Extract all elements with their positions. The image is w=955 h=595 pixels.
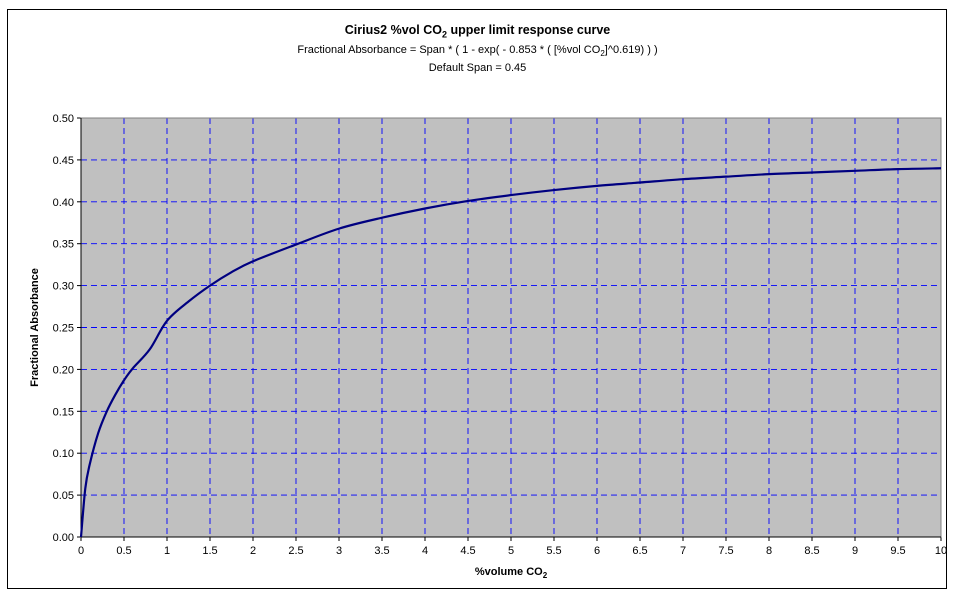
x-tick-label: 7 xyxy=(680,545,686,557)
x-tick-label: 7.5 xyxy=(718,545,733,557)
y-tick-label: 0.35 xyxy=(53,239,74,251)
y-tick-label: 0.15 xyxy=(53,406,74,418)
y-tick-label: 0.20 xyxy=(53,364,74,376)
x-tick-label: 0 xyxy=(78,545,84,557)
grid-lines xyxy=(81,118,941,537)
y-tick-label: 0.25 xyxy=(53,323,74,335)
x-tick-label: 1.5 xyxy=(202,545,217,557)
x-tick-label: 5.5 xyxy=(546,545,561,557)
x-tick-label: 4.5 xyxy=(460,545,475,557)
chart-titles: Cirius2 %vol CO2 upper limit response cu… xyxy=(0,22,955,76)
x-tick-label: 10 xyxy=(935,545,947,557)
x-tick-label: 3 xyxy=(336,545,342,557)
y-tick-label: 0.50 xyxy=(53,113,74,125)
y-axis-label: Fractional Absorbance xyxy=(29,268,41,387)
x-tick-label: 6.5 xyxy=(632,545,647,557)
x-tick-label: 2.5 xyxy=(288,545,303,557)
x-axis-label-prefix: %volume CO xyxy=(475,566,543,578)
x-axis-label-sub: 2 xyxy=(543,571,548,580)
x-tick-label: 8.5 xyxy=(804,545,819,557)
y-tick-label: 0.45 xyxy=(53,155,74,167)
x-tick-label: 5 xyxy=(508,545,514,557)
x-tick-label: 8 xyxy=(766,545,772,557)
y-tick-label: 0.00 xyxy=(53,532,74,544)
axes xyxy=(77,117,942,541)
chart-subtitle-sub: 2 xyxy=(600,48,605,58)
y-tick-label: 0.10 xyxy=(53,448,74,460)
y-tick-labels: 0.00 0.05 0.10 0.15 0.20 0.25 0.30 0.35 0.40 0.45… xyxy=(53,113,74,544)
chart-subtitle-prefix: Fractional Absorbance = Span * ( 1 - exp… xyxy=(297,43,601,56)
x-tick-label: 9.5 xyxy=(890,545,905,557)
chart-title-prefix: Cirius2 %vol CO xyxy=(344,23,442,37)
x-tick-label: 2 xyxy=(250,545,256,557)
chart-subtitle-2: Default Span = 0.45 xyxy=(428,61,527,74)
x-tick-label: 6 xyxy=(594,545,600,557)
x-tick-label: 4 xyxy=(422,545,428,557)
chart-title-sub: 2 xyxy=(441,29,447,40)
x-tick-label: 1 xyxy=(164,545,170,557)
chart-title-suffix: upper limit response curve xyxy=(447,23,611,37)
chart-subtitle: Fractional Absorbance = Span * ( 1 - exp… xyxy=(0,43,955,61)
x-tick-label: 3.5 xyxy=(374,545,389,557)
x-tick-labels: 0 0.5 1 1.5 2 2.5 3 3.5 4 4.5 5 5.5 6 6.5 7 7.5 8 8.5 9 9.5… xyxy=(78,545,947,557)
x-tick-label: 0.5 xyxy=(116,545,131,557)
x-tick-label: 9 xyxy=(852,545,858,557)
chart-subtitle-suffix: ]^0.619) ) ) xyxy=(604,43,658,56)
y-tick-label: 0.40 xyxy=(53,197,74,209)
series-line xyxy=(79,167,942,538)
chart-title: Cirius2 %vol CO2 upper limit response cu… xyxy=(0,22,955,43)
y-tick-label: 0.30 xyxy=(53,281,74,293)
y-tick-label: 0.05 xyxy=(53,490,74,502)
x-axis-label: %volume CO2 xyxy=(475,566,548,580)
